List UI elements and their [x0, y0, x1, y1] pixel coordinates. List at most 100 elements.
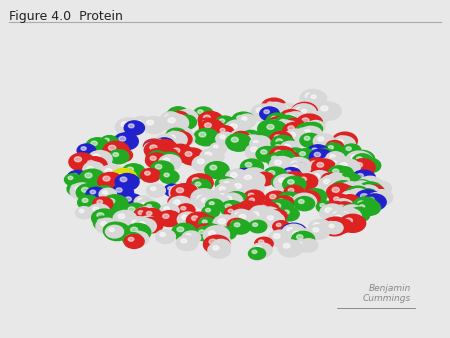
- Circle shape: [116, 188, 122, 192]
- Circle shape: [103, 176, 110, 181]
- Circle shape: [225, 204, 232, 209]
- Circle shape: [299, 126, 322, 142]
- Circle shape: [108, 226, 115, 230]
- Circle shape: [293, 231, 299, 236]
- Circle shape: [96, 218, 118, 234]
- Circle shape: [71, 185, 77, 189]
- Circle shape: [103, 141, 129, 160]
- Circle shape: [306, 93, 312, 98]
- Circle shape: [176, 115, 197, 129]
- Circle shape: [154, 162, 175, 176]
- Circle shape: [180, 113, 187, 117]
- Circle shape: [234, 211, 257, 227]
- Circle shape: [309, 219, 331, 235]
- Circle shape: [231, 209, 252, 224]
- Circle shape: [116, 118, 142, 136]
- Circle shape: [199, 119, 224, 136]
- Circle shape: [104, 138, 109, 142]
- Circle shape: [346, 147, 351, 150]
- Circle shape: [283, 195, 289, 200]
- Circle shape: [288, 228, 311, 244]
- Circle shape: [356, 157, 362, 161]
- Circle shape: [363, 186, 370, 190]
- Circle shape: [311, 95, 316, 98]
- Circle shape: [195, 227, 215, 241]
- Circle shape: [242, 117, 247, 120]
- Circle shape: [356, 156, 362, 160]
- Circle shape: [100, 165, 124, 182]
- Circle shape: [252, 223, 258, 226]
- Circle shape: [136, 120, 141, 124]
- Circle shape: [270, 131, 293, 147]
- Circle shape: [278, 125, 283, 128]
- Circle shape: [225, 207, 242, 219]
- Circle shape: [300, 133, 320, 147]
- Circle shape: [302, 109, 306, 113]
- Circle shape: [147, 204, 152, 208]
- Circle shape: [132, 118, 151, 131]
- Circle shape: [140, 168, 160, 182]
- Circle shape: [281, 223, 306, 241]
- Circle shape: [164, 173, 169, 177]
- Circle shape: [337, 196, 359, 212]
- Circle shape: [124, 121, 144, 135]
- Circle shape: [98, 172, 123, 190]
- Circle shape: [244, 190, 265, 204]
- Circle shape: [158, 141, 164, 145]
- Circle shape: [268, 199, 294, 218]
- Circle shape: [205, 123, 211, 127]
- Circle shape: [108, 145, 116, 150]
- Circle shape: [213, 215, 239, 233]
- Circle shape: [251, 243, 272, 258]
- Circle shape: [191, 179, 211, 193]
- Circle shape: [355, 190, 381, 208]
- Circle shape: [255, 139, 260, 143]
- Circle shape: [287, 163, 309, 177]
- Circle shape: [329, 224, 334, 228]
- Circle shape: [345, 209, 352, 214]
- Circle shape: [152, 140, 178, 158]
- Circle shape: [321, 106, 328, 111]
- Circle shape: [98, 219, 103, 223]
- Circle shape: [263, 213, 284, 227]
- Circle shape: [230, 124, 237, 129]
- Circle shape: [197, 195, 219, 211]
- Circle shape: [324, 179, 330, 184]
- Circle shape: [160, 170, 179, 184]
- Circle shape: [274, 160, 281, 165]
- Circle shape: [90, 190, 95, 194]
- Circle shape: [284, 172, 306, 187]
- Circle shape: [286, 196, 292, 201]
- Circle shape: [88, 151, 112, 167]
- Circle shape: [271, 142, 290, 155]
- Circle shape: [140, 203, 147, 207]
- Circle shape: [156, 135, 175, 148]
- Circle shape: [263, 210, 269, 214]
- Circle shape: [105, 168, 112, 173]
- Circle shape: [306, 118, 312, 122]
- Circle shape: [366, 185, 384, 198]
- Circle shape: [206, 228, 212, 232]
- Circle shape: [345, 206, 366, 221]
- Circle shape: [331, 181, 356, 198]
- Circle shape: [198, 112, 223, 129]
- Circle shape: [196, 216, 216, 229]
- Circle shape: [91, 209, 117, 227]
- Circle shape: [220, 179, 238, 191]
- Circle shape: [202, 121, 207, 124]
- Circle shape: [318, 137, 324, 141]
- Circle shape: [319, 151, 324, 155]
- Circle shape: [339, 205, 365, 222]
- Circle shape: [356, 184, 361, 188]
- Circle shape: [320, 203, 325, 207]
- Circle shape: [140, 203, 147, 208]
- Circle shape: [346, 186, 369, 203]
- Circle shape: [202, 206, 220, 218]
- Circle shape: [150, 156, 156, 160]
- Circle shape: [352, 197, 378, 215]
- Circle shape: [328, 178, 353, 195]
- Circle shape: [358, 182, 382, 199]
- Circle shape: [245, 144, 270, 160]
- Circle shape: [279, 103, 296, 115]
- Circle shape: [291, 161, 298, 166]
